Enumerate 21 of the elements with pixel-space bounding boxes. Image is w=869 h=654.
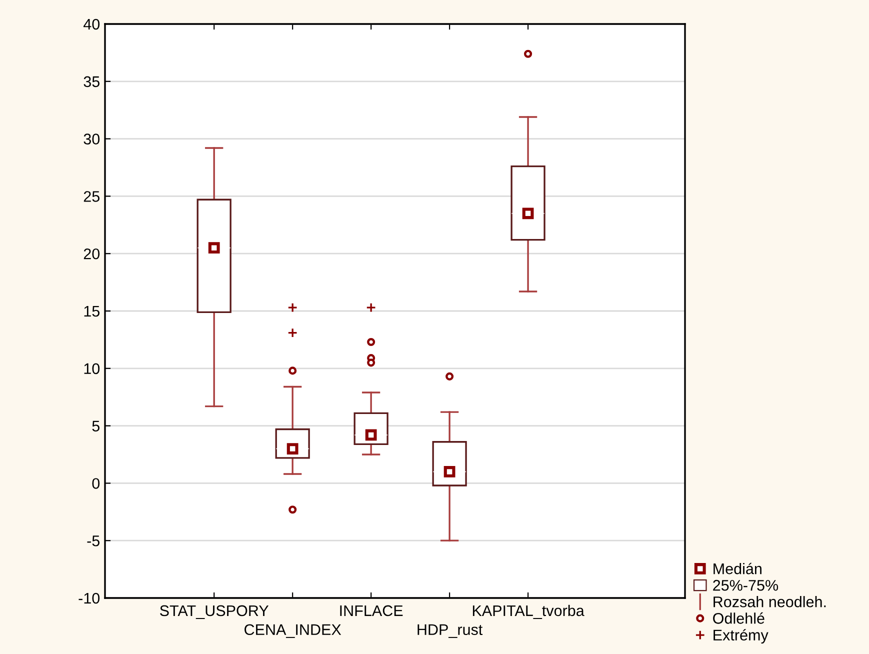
y-tick-label: -10: [78, 592, 100, 604]
y-tick-label: 30: [84, 134, 100, 144]
x-tick-label: CENA_INDEX: [244, 624, 342, 638]
y-tick-label: 15: [84, 306, 100, 317]
y-tick-label: 5: [92, 420, 100, 432]
legend-label: Medián: [714, 562, 762, 574]
y-tick-label: 0: [92, 478, 100, 489]
x-tick-label: INFLACE: [340, 605, 403, 616]
y-tick-label: 40: [84, 18, 100, 30]
y-tick-label: 10: [84, 363, 100, 374]
legend-label: Extrémy: [714, 629, 768, 644]
x-tick-label: KAPITAL_tvorba: [472, 604, 584, 619]
legend-label: 25%-75%: [713, 580, 778, 591]
y-tick-label: 35: [84, 76, 100, 88]
y-tick-label: -5: [87, 536, 100, 546]
legend-label: Odlehlé: [713, 612, 764, 624]
x-tick-label: STAT_USPORY: [160, 605, 269, 619]
x-tick-label: HDP_rust: [418, 624, 483, 638]
y-tick-label: 20: [84, 248, 100, 260]
y-tick-label: 25: [84, 191, 100, 202]
text: Rozsah neodleh.: [714, 596, 826, 608]
